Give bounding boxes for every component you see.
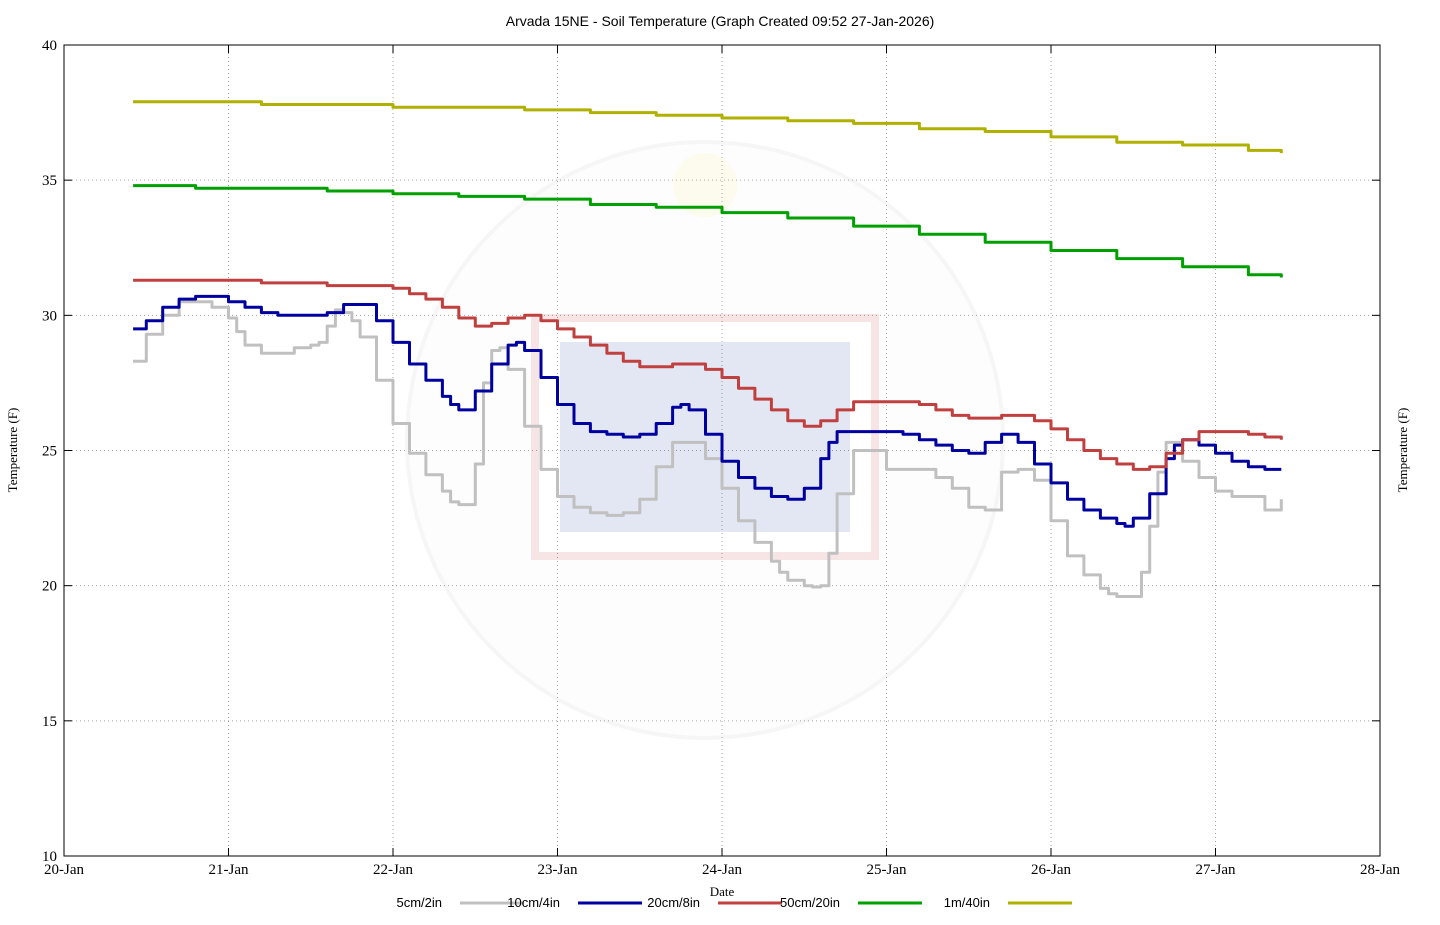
x-axis-ticks: 20-Jan 21-Jan 22-Jan 23-Jan 24-Jan 25-Jan 26-J…: [44, 45, 1400, 878]
y-tick-label: 25: [42, 444, 57, 460]
grid-lines: [64, 45, 1380, 856]
x-tick-label: 20-Jan: [44, 862, 84, 878]
y-tick-label: 15: [42, 714, 57, 730]
legend-label: 10cm/4in: [507, 895, 560, 910]
y-tick-label: 20: [42, 579, 57, 595]
y-tick-label: 40: [42, 38, 57, 54]
x-tick-label: 21-Jan: [209, 862, 249, 878]
watermark-sun-icon: [673, 153, 737, 217]
y-axis-ticks: 10 15 20 25 30 35 40: [42, 38, 1380, 865]
y-axis-label: Temperature (F): [5, 408, 20, 493]
legend-label: 1m/40in: [944, 895, 990, 910]
x-tick-label: 25-Jan: [867, 862, 907, 878]
series-line-1: [133, 294, 1282, 528]
y-tick-label: 10: [42, 849, 57, 865]
x-tick-label: 24-Jan: [702, 862, 742, 878]
y-axis-label-right: Temperature (F): [1395, 408, 1410, 493]
x-tick-label: 23-Jan: [538, 862, 578, 878]
data-series: [133, 100, 1283, 598]
series-line-4: [133, 100, 1283, 154]
watermark-logo: [405, 140, 1005, 740]
x-tick-label: 22-Jan: [373, 862, 413, 878]
legend-label: 50cm/20in: [780, 895, 840, 910]
watermark-flag-icon: [531, 314, 879, 560]
legend-label: 20cm/8in: [647, 895, 700, 910]
series-line-2: [133, 278, 1283, 471]
x-tick-label: 27-Jan: [1196, 862, 1236, 878]
y-tick-label: 35: [42, 173, 57, 189]
series-line-3: [133, 184, 1283, 278]
chart-title: Arvada 15NE - Soil Temperature (Graph Cr…: [506, 13, 935, 29]
x-tick-label: 26-Jan: [1031, 862, 1071, 878]
y-tick-label: 30: [42, 308, 57, 324]
series-line-0: [133, 300, 1283, 598]
chart-legend: 5cm/2in 10cm/4in 20cm/8in 50cm/20in 1m/40in: [396, 895, 1072, 910]
x-axis-label: Date: [710, 884, 735, 899]
legend-label: 5cm/2in: [396, 895, 442, 910]
x-tick-label: 28-Jan: [1360, 862, 1400, 878]
